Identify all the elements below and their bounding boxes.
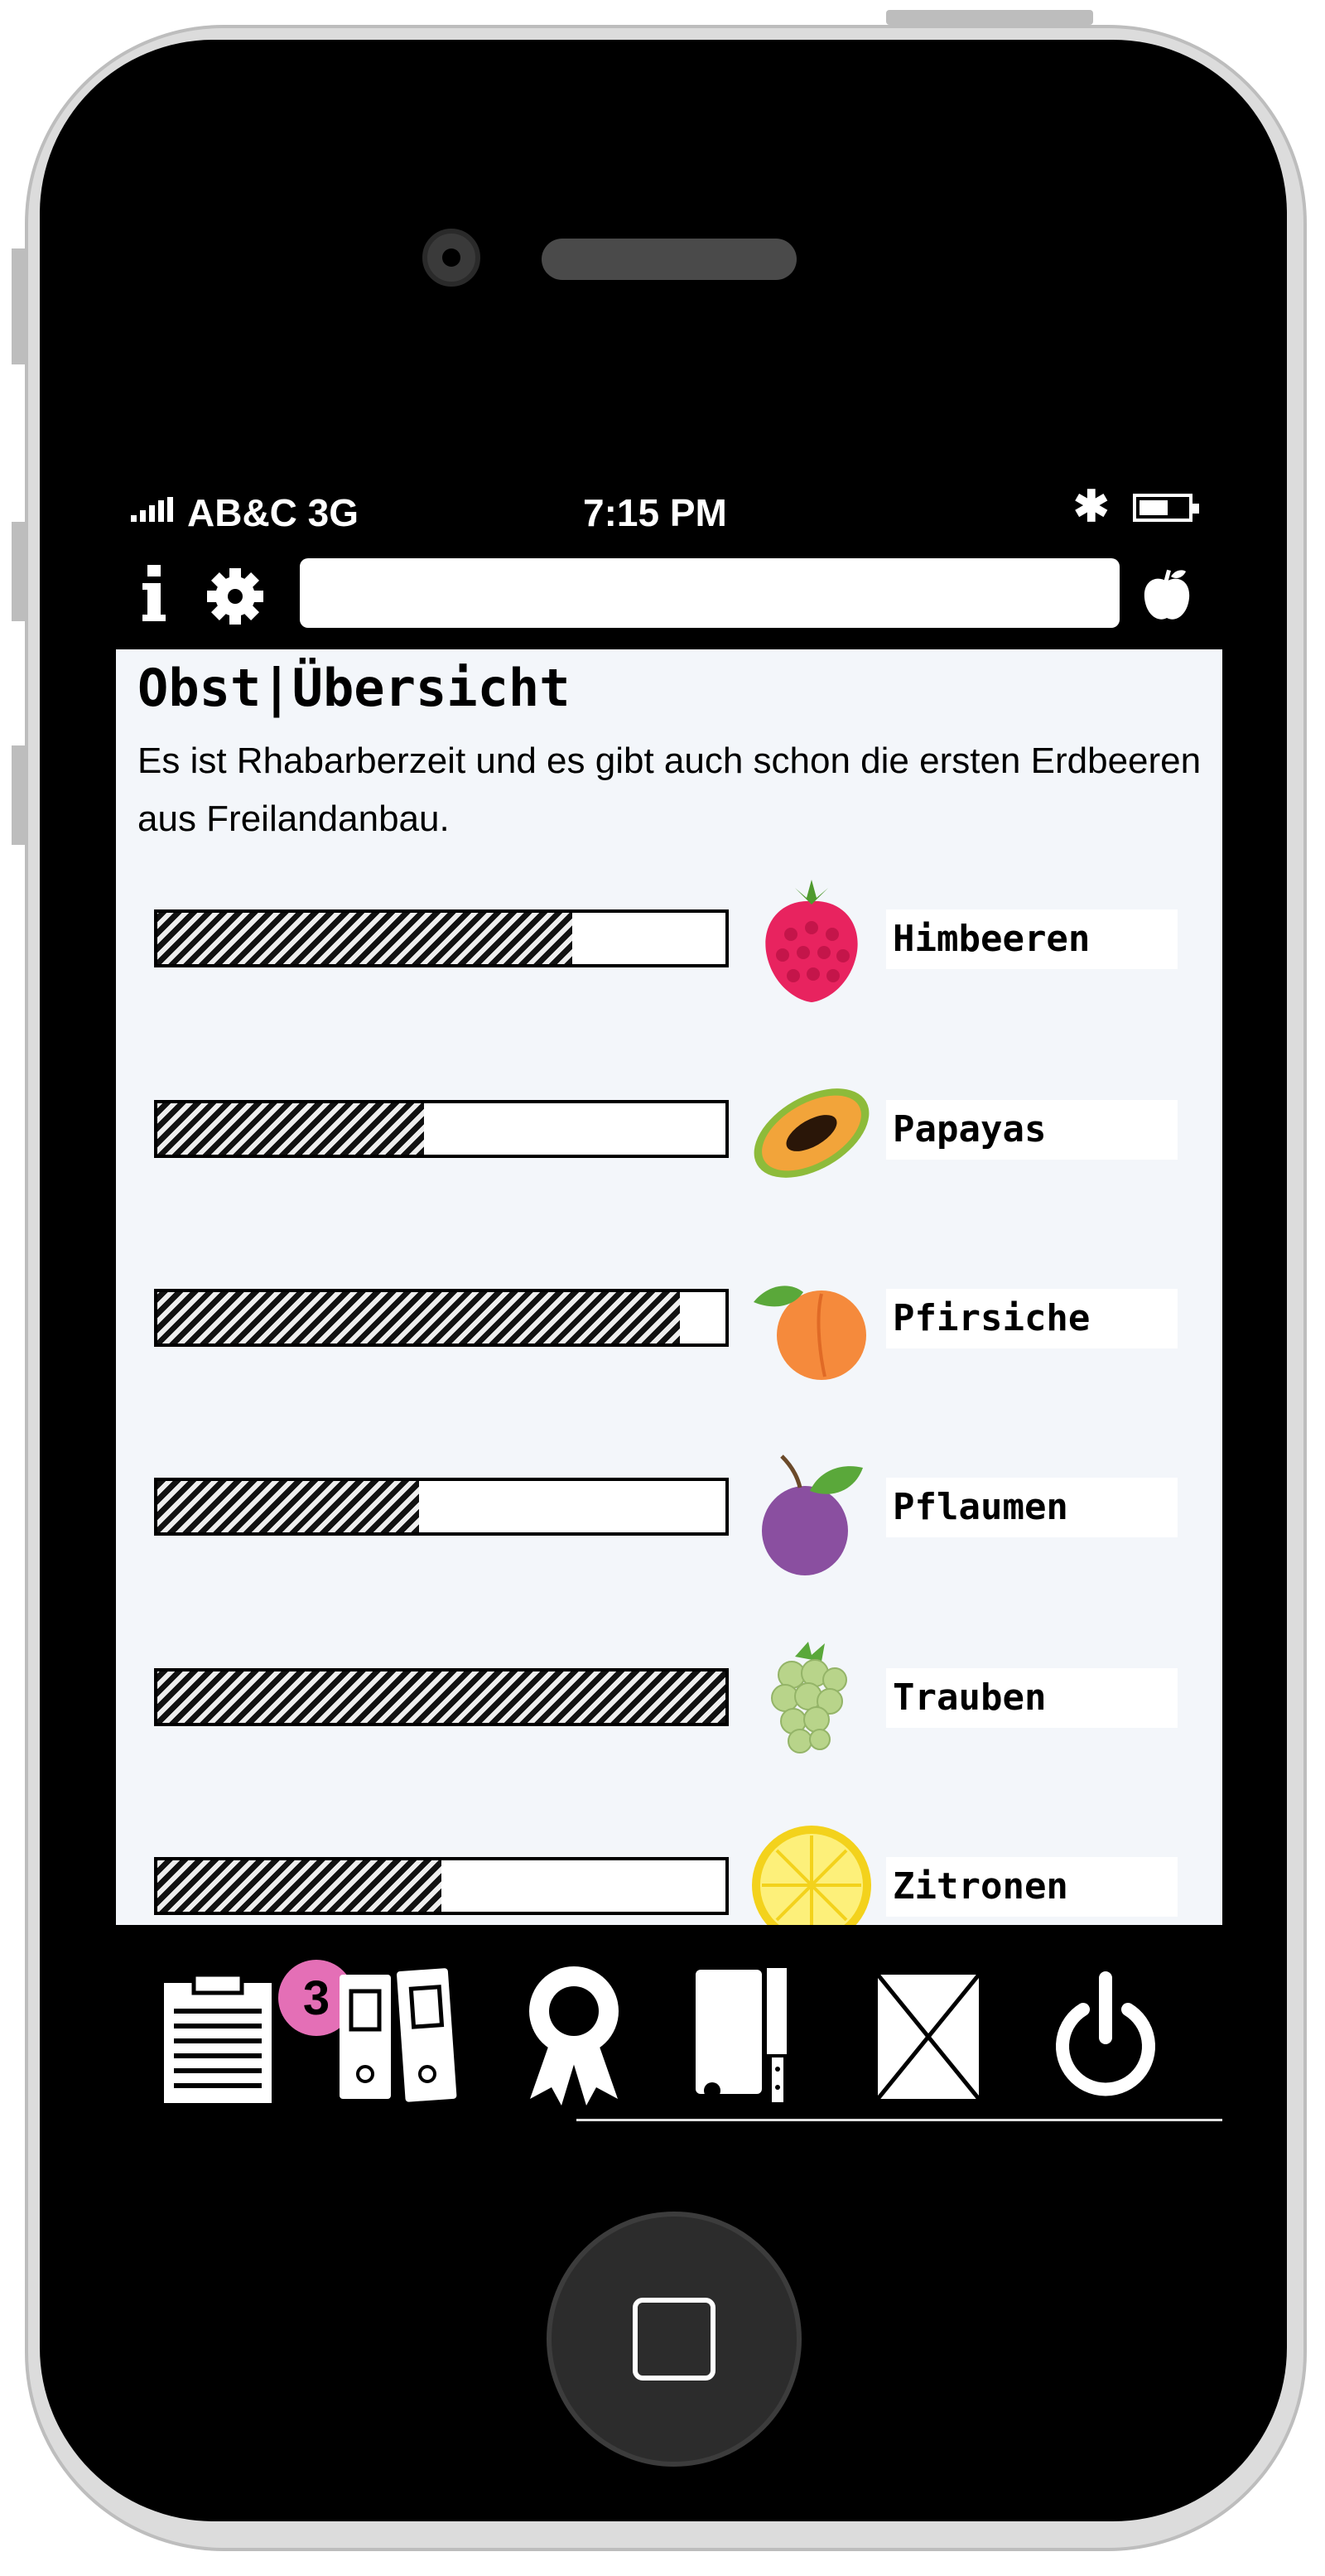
apple-icon[interactable] [1138, 567, 1196, 625]
envelope-icon [876, 1973, 980, 2101]
plum-icon [762, 1454, 863, 1575]
bluetooth-icon: ✱ [1073, 483, 1110, 531]
fruit-label: Papayas [893, 1108, 1047, 1151]
tab-kitchen[interactable] [687, 1958, 812, 2107]
peach-icon [754, 1286, 866, 1380]
fruit-label-box: Papayas [886, 1100, 1178, 1160]
clipboard-icon [164, 1972, 272, 2103]
home-square-icon [633, 2298, 716, 2381]
top-toolbar [113, 553, 1222, 633]
fruit-overview-panel: Obst|Übersicht Es ist Rhabarberzeit und … [116, 649, 1222, 1945]
tab-messages[interactable] [866, 1958, 990, 2107]
stock-bar-fill [157, 913, 572, 964]
fruit-label-box: Zitronen [886, 1857, 1178, 1917]
stock-bar [154, 1100, 729, 1158]
binders-icon [340, 1968, 457, 2102]
volume-down-button [12, 745, 25, 845]
lemon-icon [752, 1826, 871, 1945]
volume-up-button [12, 522, 25, 621]
fruit-label: Himbeeren [893, 918, 1091, 960]
earpiece-speaker [542, 239, 797, 280]
signal-strength-icon [131, 497, 173, 522]
grapes-icon [771, 1642, 847, 1754]
mute-switch [12, 248, 25, 364]
award-ribbon-icon [529, 1966, 619, 2106]
fruit-row-zitronen[interactable]: Zitronen [116, 1826, 1222, 1948]
home-button[interactable] [547, 2212, 802, 2467]
tab-bar-divider [576, 2119, 1222, 2121]
fruit-label: Pfirsiche [893, 1297, 1091, 1339]
status-time: 7:15 PM [583, 491, 727, 534]
intro-text: Es ist Rhabarberzeit und es gibt auch sc… [137, 740, 1202, 839]
fruit-label: Zitronen [893, 1865, 1068, 1908]
stock-bar [154, 1668, 729, 1726]
search-input[interactable] [300, 558, 1120, 628]
stock-bar-fill [157, 1672, 725, 1723]
power-side-button [886, 10, 1093, 25]
stock-bar [154, 1478, 729, 1536]
stock-bar-fill [157, 1103, 425, 1155]
stock-bar-fill [157, 1292, 681, 1343]
fruit-label: Pflaumen [893, 1486, 1068, 1528]
tab-clipboard[interactable]: 3 [156, 1958, 354, 2107]
battery-level [1140, 500, 1168, 515]
fruit-row-trauben[interactable]: Trauben [116, 1642, 1222, 1759]
papaya-icon [754, 1088, 870, 1178]
stock-bar [154, 1289, 729, 1347]
fruit-label-box: Himbeeren [886, 909, 1178, 969]
battery-icon [1133, 494, 1199, 522]
tab-awards[interactable] [512, 1958, 636, 2107]
gear-icon[interactable] [204, 565, 267, 628]
fruit-row-pfirsiche[interactable]: Pfirsiche [116, 1264, 1222, 1380]
front-camera [422, 229, 480, 287]
fruit-row-pflaumen[interactable]: Pflaumen [116, 1453, 1222, 1575]
tab-binders[interactable] [335, 1958, 459, 2107]
stock-bar [154, 1857, 729, 1915]
cutting-board-knife-icon [696, 1965, 790, 2106]
page-title: Obst|Übersicht [137, 658, 571, 718]
fruit-label-box: Pflaumen [886, 1478, 1178, 1537]
power-icon [1056, 1971, 1155, 2096]
info-icon[interactable] [137, 565, 171, 623]
stock-bar-fill [157, 1481, 419, 1532]
fruit-label-box: Pfirsiche [886, 1289, 1178, 1348]
tab-logout[interactable] [1043, 1958, 1168, 2107]
bottom-tab-bar: 3 [113, 1925, 1222, 2134]
stock-bar-fill [157, 1860, 441, 1912]
fruit-label: Trauben [893, 1676, 1047, 1719]
fruit-row-papayas[interactable]: Papayas [116, 1075, 1222, 1191]
fruit-row-himbeeren[interactable]: Himbeeren [116, 880, 1222, 1002]
carrier-label: AB&C 3G [187, 491, 359, 534]
status-bar: AB&C 3G 7:15 PM ✱ [113, 461, 1222, 535]
fruit-label-box: Trauben [886, 1668, 1178, 1728]
app-screen: AB&C 3G 7:15 PM ✱ [113, 461, 1222, 2134]
stock-bar [154, 909, 729, 967]
raspberry-icon [765, 880, 858, 1002]
